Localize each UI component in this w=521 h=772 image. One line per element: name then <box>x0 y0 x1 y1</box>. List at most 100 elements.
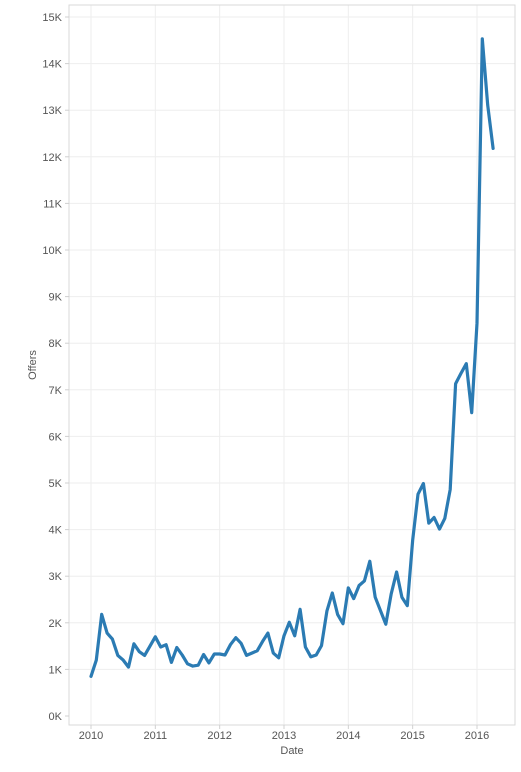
data-point[interactable] <box>292 633 298 639</box>
data-point[interactable] <box>431 515 437 521</box>
data-point[interactable] <box>270 650 276 656</box>
data-point[interactable] <box>453 381 459 387</box>
data-point[interactable] <box>265 630 271 636</box>
data-point[interactable] <box>415 491 421 497</box>
data-point[interactable] <box>394 569 400 575</box>
data-point[interactable] <box>281 633 287 639</box>
data-point[interactable] <box>109 636 115 642</box>
data-point[interactable] <box>345 585 351 591</box>
y-tick-label: 15K <box>42 12 62 24</box>
data-point[interactable] <box>297 606 303 612</box>
data-point[interactable] <box>474 320 480 326</box>
data-point[interactable] <box>437 526 443 532</box>
data-point[interactable] <box>227 642 233 648</box>
data-point[interactable] <box>442 515 448 521</box>
y-axis-title: Offers <box>27 350 39 380</box>
data-point[interactable] <box>335 611 341 617</box>
data-point[interactable] <box>426 520 432 526</box>
data-point[interactable] <box>399 594 405 600</box>
y-tick-label: 9K <box>49 292 63 304</box>
data-point[interactable] <box>463 361 469 367</box>
data-point[interactable] <box>367 558 373 564</box>
data-point[interactable] <box>120 657 126 663</box>
data-point[interactable] <box>324 608 330 614</box>
data-point[interactable] <box>238 640 244 646</box>
data-point[interactable] <box>361 578 367 584</box>
data-point[interactable] <box>447 487 453 493</box>
data-point[interactable] <box>158 644 164 650</box>
data-point[interactable] <box>260 638 266 644</box>
data-point[interactable] <box>93 657 99 663</box>
data-point[interactable] <box>163 642 169 648</box>
data-point[interactable] <box>211 651 217 657</box>
data-point[interactable] <box>485 102 491 108</box>
y-tick-label: 10K <box>42 245 62 257</box>
data-point[interactable] <box>126 664 132 670</box>
y-tick-label: 12K <box>42 152 62 164</box>
y-tick-label: 4K <box>49 525 63 537</box>
data-point[interactable] <box>142 652 148 658</box>
data-point[interactable] <box>276 655 282 661</box>
y-axis: 0K 1K 2K 3K 4K 5K 6K 7K 8K 9K 10K 11K 12K 13K 14K 15K <box>42 12 69 723</box>
plot-area-frame <box>68 4 516 726</box>
series-layer <box>88 36 496 679</box>
data-point[interactable] <box>286 619 292 625</box>
y-tick-label: 7K <box>49 385 63 397</box>
y-tick-label: 3K <box>49 571 63 583</box>
data-point[interactable] <box>313 652 319 658</box>
y-tick-label: 1K <box>49 664 63 676</box>
data-point[interactable] <box>356 583 362 589</box>
data-point[interactable] <box>168 659 174 665</box>
data-point[interactable] <box>233 635 239 641</box>
data-point[interactable] <box>319 643 325 649</box>
data-point[interactable] <box>195 662 201 668</box>
data-point[interactable] <box>388 591 394 597</box>
data-point[interactable] <box>222 652 228 658</box>
data-point[interactable] <box>308 654 314 660</box>
x-tick-label: 2012 <box>207 730 231 742</box>
data-point[interactable] <box>206 660 212 666</box>
data-point[interactable] <box>254 648 260 654</box>
data-point[interactable] <box>244 652 250 658</box>
data-point[interactable] <box>249 650 255 656</box>
data-point[interactable] <box>383 621 389 627</box>
x-tick-label: 2011 <box>144 730 168 742</box>
data-point[interactable] <box>469 410 475 416</box>
data-point[interactable] <box>88 673 94 679</box>
data-point[interactable] <box>185 661 191 667</box>
data-point[interactable] <box>458 371 464 377</box>
data-point[interactable] <box>174 645 180 651</box>
data-point[interactable] <box>115 652 121 658</box>
data-point[interactable] <box>372 594 378 600</box>
data-point[interactable] <box>378 608 384 614</box>
data-point[interactable] <box>136 649 142 655</box>
data-point[interactable] <box>217 651 223 657</box>
data-point[interactable] <box>329 590 335 596</box>
data-point[interactable] <box>104 630 110 636</box>
data-point[interactable] <box>302 644 308 650</box>
data-point[interactable] <box>147 643 153 649</box>
data-point[interactable] <box>420 481 426 487</box>
x-tick-label: 2013 <box>272 730 296 742</box>
y-tick-label: 11K <box>43 198 62 210</box>
data-point[interactable] <box>490 145 496 151</box>
data-point[interactable] <box>190 663 196 669</box>
x-tick-label: 2015 <box>400 730 424 742</box>
y-tick-label: 13K <box>42 105 62 117</box>
x-tick-label: 2016 <box>465 730 489 742</box>
data-point[interactable] <box>479 36 485 42</box>
data-point[interactable] <box>404 603 410 609</box>
data-point[interactable] <box>99 611 105 617</box>
x-tick-label: 2010 <box>79 730 103 742</box>
data-point[interactable] <box>201 652 207 658</box>
data-point[interactable] <box>410 537 416 543</box>
data-point[interactable] <box>152 634 158 640</box>
y-tick-label: 14K <box>42 59 62 71</box>
data-point[interactable] <box>340 621 346 627</box>
data-point[interactable] <box>179 652 185 658</box>
data-point[interactable] <box>351 596 357 602</box>
gridlines <box>69 5 515 725</box>
data-point[interactable] <box>131 641 137 647</box>
